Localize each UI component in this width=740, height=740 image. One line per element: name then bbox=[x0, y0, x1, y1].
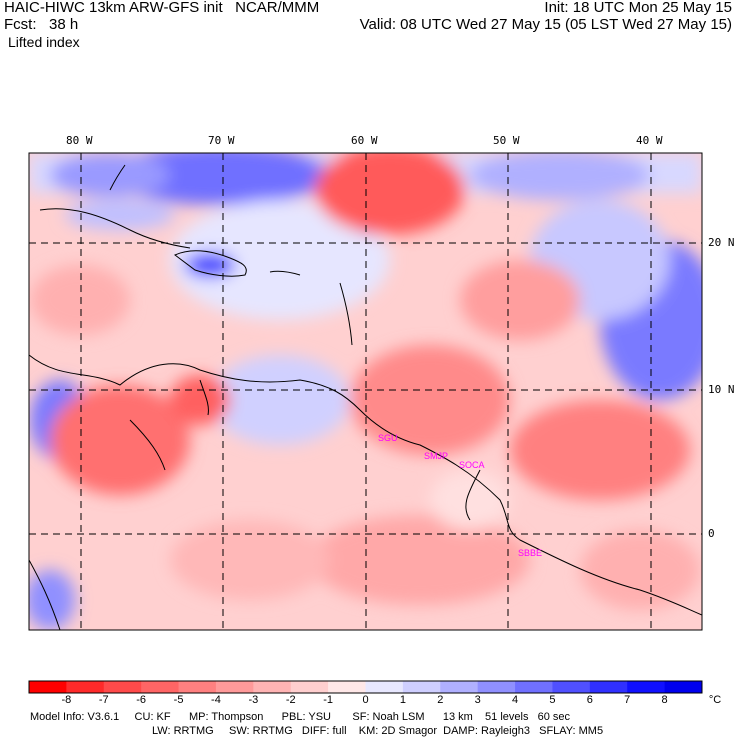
longitude-label: 70 W bbox=[208, 134, 235, 147]
station-label: SBBE bbox=[518, 548, 542, 558]
colorbar-tick-label: -5 bbox=[173, 694, 184, 706]
longitude-label: 60 W bbox=[351, 134, 378, 147]
colorbar-tick-label: 5 bbox=[549, 694, 556, 706]
valid-time: Valid: 08 UTC Wed 27 May 15 (05 LST Wed … bbox=[359, 16, 732, 33]
colorbar-tick-label: -3 bbox=[248, 694, 259, 706]
colorbar-swatch bbox=[103, 681, 142, 693]
model-info-line: Model Info: V3.6.1 CU: KF MP: Thompson P… bbox=[30, 711, 571, 723]
init-time: Init: 18 UTC Mon 25 May 15 bbox=[544, 0, 732, 16]
colorbar-tick-label: 4 bbox=[511, 694, 519, 706]
colorbar-tick-label: 3 bbox=[474, 694, 481, 706]
colorbar-tick-label: -1 bbox=[323, 694, 333, 706]
station-label: SMJP bbox=[424, 451, 448, 461]
colorbar-swatch bbox=[66, 681, 105, 693]
colorbar-swatch bbox=[253, 681, 292, 693]
colorbar-swatch bbox=[552, 681, 591, 693]
colorbar-swatch bbox=[290, 681, 329, 693]
colorbar-swatch bbox=[477, 681, 516, 693]
longitude-label: 50 W bbox=[493, 134, 520, 147]
colorbar-tick-label: -6 bbox=[136, 694, 147, 706]
colorbar-swatch bbox=[402, 681, 441, 693]
colorbar-tick-label: -7 bbox=[98, 694, 109, 706]
colorbar-labels: -8 -7 -6 -5 -4 -3 -2 -1 0 1 2 3 4 5 6 7 8 °C bbox=[0, 694, 740, 708]
station-label: SOCA bbox=[459, 460, 485, 470]
colorbar-tick-label: 2 bbox=[437, 694, 444, 706]
longitude-label: 40 W bbox=[636, 134, 663, 147]
colorbar-swatch bbox=[215, 681, 254, 693]
colorbar-swatch bbox=[29, 681, 67, 693]
colorbar-swatch bbox=[627, 681, 666, 693]
colorbar-unit: °C bbox=[708, 694, 722, 706]
colorbar-swatch bbox=[589, 681, 628, 693]
latitude-label: 20 N bbox=[708, 236, 735, 249]
colorbar-swatch bbox=[664, 681, 703, 693]
graticule bbox=[29, 153, 702, 630]
coastlines bbox=[29, 164, 702, 630]
latitude-label: 10 N bbox=[708, 383, 735, 396]
colorbar-frame bbox=[28, 680, 703, 694]
colorbar-swatch bbox=[328, 681, 366, 693]
colorbar-swatch bbox=[365, 681, 404, 693]
longitude-label: 80 W bbox=[66, 134, 93, 147]
colorbar bbox=[28, 680, 703, 694]
colorbar-swatch bbox=[178, 681, 217, 693]
colorbar-tick-label: -4 bbox=[211, 694, 221, 706]
station-label: SGU bbox=[378, 433, 398, 443]
physics-info-line: LW: RRTMG SW: RRTMG DIFF: full KM: 2D Sm… bbox=[152, 725, 604, 737]
map-frame bbox=[28, 152, 703, 631]
lifted-index-field bbox=[29, 153, 702, 630]
colorbar-swatch bbox=[515, 681, 553, 693]
colorbar-tick-label: 1 bbox=[399, 694, 406, 706]
colorbar-tick-label: 8 bbox=[661, 694, 668, 706]
colorbar-swatch bbox=[440, 681, 479, 693]
latitude-label: 0 bbox=[708, 527, 715, 540]
field-name: Lifted index bbox=[8, 34, 80, 50]
colorbar-swatch bbox=[141, 681, 180, 693]
model-title: HAIC-HIWC 13km ARW-GFS init NCAR/MMM bbox=[4, 0, 320, 16]
forecast-hour: Fcst: 38 h bbox=[4, 16, 79, 33]
colorbar-tick-label: 6 bbox=[586, 694, 593, 706]
colorbar-tick-label: -2 bbox=[285, 694, 296, 706]
colorbar-tick-label: 7 bbox=[624, 694, 631, 706]
colorbar-tick-label: -8 bbox=[61, 694, 72, 706]
colorbar-tick-label: 0 bbox=[362, 694, 369, 706]
